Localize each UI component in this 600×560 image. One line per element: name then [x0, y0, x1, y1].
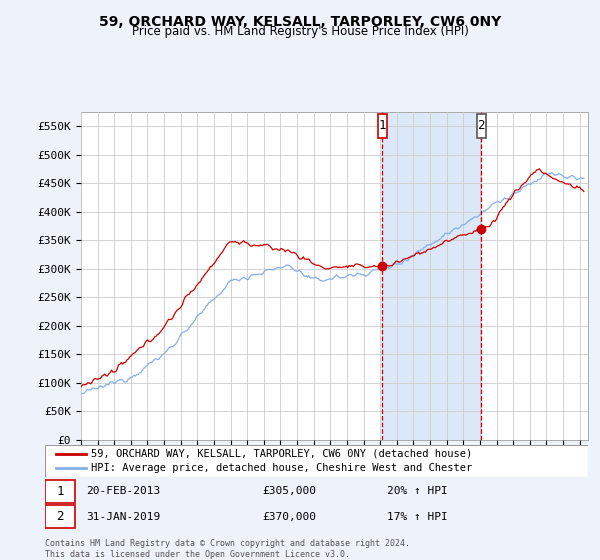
Text: Contains HM Land Registry data © Crown copyright and database right 2024.
This d: Contains HM Land Registry data © Crown c… [45, 539, 410, 559]
Text: £305,000: £305,000 [262, 487, 316, 496]
Text: 1: 1 [56, 485, 64, 498]
Bar [378, 114, 387, 138]
Text: 1: 1 [379, 119, 386, 132]
Text: 20% ↑ HPI: 20% ↑ HPI [387, 487, 448, 496]
Text: 31-JAN-2019: 31-JAN-2019 [86, 512, 160, 521]
Text: 2: 2 [56, 510, 64, 523]
Text: Price paid vs. HM Land Registry's House Price Index (HPI): Price paid vs. HM Land Registry's House … [131, 25, 469, 38]
Text: £370,000: £370,000 [262, 512, 316, 521]
Text: HPI: Average price, detached house, Cheshire West and Chester: HPI: Average price, detached house, Ches… [91, 463, 472, 473]
Text: 59, ORCHARD WAY, KELSALL, TARPORLEY, CW6 0NY (detached house): 59, ORCHARD WAY, KELSALL, TARPORLEY, CW6… [91, 449, 472, 459]
Bar [382, 112, 481, 440]
Text: 59, ORCHARD WAY, KELSALL, TARPORLEY, CW6 0NY: 59, ORCHARD WAY, KELSALL, TARPORLEY, CW6… [99, 15, 501, 29]
Text: 17% ↑ HPI: 17% ↑ HPI [387, 512, 448, 521]
Bar [45, 505, 75, 528]
Text: 20-FEB-2013: 20-FEB-2013 [86, 487, 160, 496]
Text: 2: 2 [478, 119, 485, 132]
Bar [45, 480, 75, 503]
Bar [477, 114, 486, 138]
